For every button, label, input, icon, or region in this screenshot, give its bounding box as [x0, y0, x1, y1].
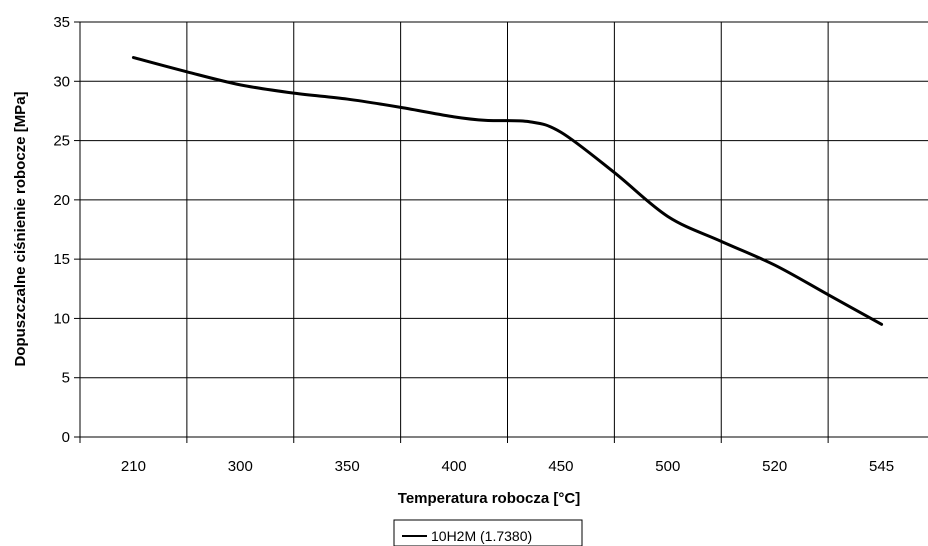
legend-box	[393, 519, 583, 546]
y-tick-label: 0	[62, 429, 70, 446]
x-tick-label: 520	[762, 458, 787, 475]
x-tick-label: 400	[442, 458, 467, 475]
x-axis-title: Temperatura robocza [°C]	[398, 490, 580, 507]
y-tick-label: 25	[53, 133, 70, 150]
legend: 10H2M (1.7380)	[393, 519, 583, 546]
y-axis-title: Dopuszczalne ciśnienie robocze [MPa]	[12, 91, 29, 366]
x-tick-label: 210	[121, 458, 146, 475]
grid	[74, 21, 928, 443]
x-tick-label: 300	[228, 458, 253, 475]
y-tick-labels: 0 5 10 15 20 25 30 35	[53, 14, 70, 446]
x-tick-label: 450	[548, 458, 573, 475]
y-tick-label: 35	[53, 14, 70, 31]
plot-area	[80, 22, 928, 437]
x-tick-labels: 210 300 350 400 450 500 520 545	[121, 458, 894, 475]
series-line	[131, 56, 884, 326]
series-lines	[131, 56, 884, 326]
x-tick-label: 350	[335, 458, 360, 475]
x-tick-label: 500	[655, 458, 680, 475]
y-tick-label: 15	[53, 251, 70, 268]
y-tick-label: 30	[53, 73, 70, 90]
x-tick-label: 545	[869, 458, 894, 475]
y-tick-label: 10	[53, 310, 70, 327]
legend-label: 10H2M (1.7380)	[431, 528, 532, 544]
y-tick-label: 5	[62, 370, 70, 387]
y-tick-label: 20	[53, 192, 70, 209]
